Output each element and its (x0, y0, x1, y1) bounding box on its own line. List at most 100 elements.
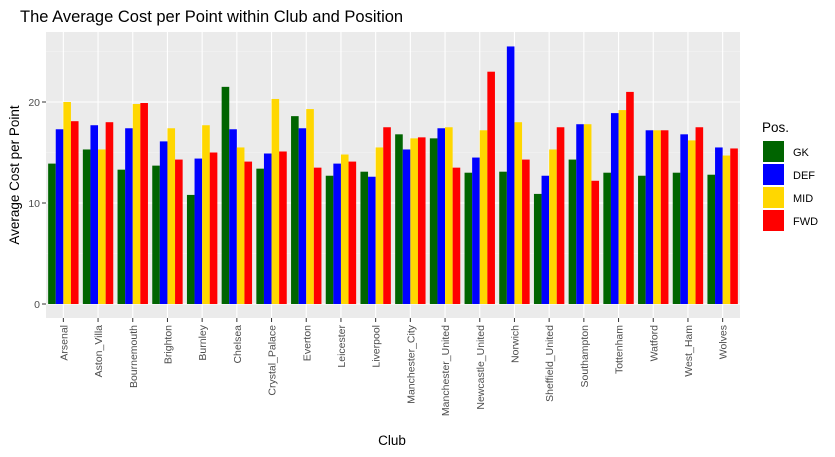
bar-fwd-west-ham (695, 127, 704, 304)
bar-fwd-chelsea (244, 161, 253, 304)
x-axis-title: Club (378, 433, 406, 448)
bar-fwd-manchester-united (452, 167, 461, 304)
bar-mid-watford (653, 130, 661, 304)
bar-def-leicester (333, 163, 341, 304)
bar-def-aston-villa (90, 125, 99, 304)
x-tick-label: Manchester_City (405, 324, 417, 404)
bar-gk-norwich (499, 171, 507, 304)
bar-gk-manchester-city (395, 134, 403, 304)
bar-gk-southampton (568, 159, 577, 304)
bar-def-brighton (159, 141, 168, 304)
bar-gk-brighton (152, 165, 160, 304)
bar-def-watford (645, 130, 654, 304)
bar-def-newcastle-united (472, 157, 480, 304)
bar-gk-west-ham (672, 172, 681, 304)
x-tick-label: Wolves (718, 325, 730, 359)
bar-mid-sheffield-united (549, 149, 557, 304)
x-tick-label: West_Ham (683, 325, 695, 377)
x-tick-label: Norwich (509, 325, 521, 363)
bar-mid-wolves (722, 155, 731, 304)
chart-title: The Average Cost per Point within Club a… (20, 8, 403, 26)
x-tick-label: Tottenham (614, 325, 626, 374)
x-tick-label: Manchester_United (440, 325, 452, 416)
bar-fwd-brighton (175, 159, 183, 304)
y-axis: 0 10 20 (28, 97, 46, 311)
bar-mid-aston-villa (98, 149, 106, 304)
bar-gk-watford (638, 175, 646, 304)
bar-mid-manchester-united (445, 127, 453, 304)
bar-gk-tottenham (603, 172, 611, 304)
bar-def-burnley (194, 158, 203, 304)
bar-mid-norwich (514, 122, 523, 304)
x-tick-label: Newcastle_United (475, 325, 487, 410)
bar-gk-chelsea (221, 86, 230, 304)
x-tick-label: Liverpool (371, 325, 383, 368)
legend-key-fwd (763, 210, 784, 231)
legend-label-fwd: FWD (793, 216, 818, 228)
bar-fwd-manchester-city (417, 137, 426, 304)
bar-fwd-newcastle-united (487, 71, 495, 304)
legend-key-def (763, 164, 784, 185)
bar-def-wolves (715, 147, 723, 304)
bar-mid-brighton (167, 128, 176, 304)
bar-mid-burnley (202, 125, 210, 304)
bar-fwd-tottenham (626, 91, 634, 305)
bar-mid-bournemouth (132, 104, 141, 305)
legend-label-def: DEF (793, 170, 815, 182)
bar-def-everton (298, 128, 307, 304)
bar-gk-everton (291, 116, 299, 304)
x-tick-label: Bournemouth (128, 325, 140, 388)
bar-def-manchester-united (437, 128, 446, 304)
bar-mid-leicester (340, 154, 349, 304)
bar-gk-wolves (707, 174, 716, 304)
bar-def-arsenal (55, 129, 64, 304)
bar-mid-arsenal (63, 102, 71, 304)
bar-gk-leicester (325, 175, 334, 304)
bar-fwd-burnley (209, 152, 218, 304)
bar-fwd-southampton (591, 180, 600, 304)
bar-mid-liverpool (375, 147, 384, 304)
x-tick-label: Brighton (162, 325, 174, 364)
bar-def-tottenham (610, 113, 619, 304)
bar-gk-burnley (186, 194, 195, 304)
bar-gk-manchester-united (429, 138, 438, 304)
bar-fwd-sheffield-united (556, 127, 565, 304)
bar-mid-west-ham (687, 140, 696, 304)
bar-fwd-leicester (348, 161, 357, 304)
bar-def-sheffield-united (541, 175, 550, 304)
y-tick-label: 20 (28, 97, 40, 109)
bar-def-manchester-city (402, 149, 411, 304)
bar-fwd-watford (660, 130, 669, 304)
bar-def-southampton (576, 124, 584, 304)
legend-label-mid: MID (793, 193, 813, 205)
bar-gk-aston-villa (82, 149, 91, 304)
x-tick-label: Arsenal (58, 325, 70, 361)
bar-mid-everton (306, 109, 314, 304)
x-tick-label: Crystal_Palace (267, 325, 279, 396)
legend: Pos. GK DEF MID FWD (762, 120, 818, 231)
bar-mid-manchester-city (410, 138, 418, 304)
x-tick-label: Everton (301, 325, 313, 361)
bar-gk-bournemouth (117, 169, 126, 304)
bar-fwd-everton (313, 167, 322, 304)
y-axis-title: Average Cost per Point (7, 105, 22, 245)
bar-def-crystal-palace (263, 153, 272, 304)
x-tick-label: Watford (648, 325, 660, 362)
y-tick-label: 0 (34, 299, 40, 311)
legend-key-mid (763, 187, 784, 208)
bar-def-bournemouth (125, 128, 133, 304)
bar-fwd-wolves (730, 148, 738, 304)
bar-def-liverpool (368, 176, 376, 304)
bar-fwd-norwich (522, 159, 530, 304)
bar-fwd-liverpool (383, 127, 391, 304)
x-tick-label: Sheffield_United (544, 325, 556, 402)
x-tick-label: Aston_Villa (93, 325, 105, 378)
bar-mid-tottenham (618, 110, 627, 304)
bar-mid-crystal-palace (271, 98, 280, 304)
x-tick-label: Leicester (336, 325, 348, 368)
bar-gk-crystal-palace (256, 168, 264, 304)
bar-gk-liverpool (360, 171, 369, 304)
bar-def-norwich (506, 46, 515, 304)
bar-fwd-aston-villa (105, 122, 114, 304)
